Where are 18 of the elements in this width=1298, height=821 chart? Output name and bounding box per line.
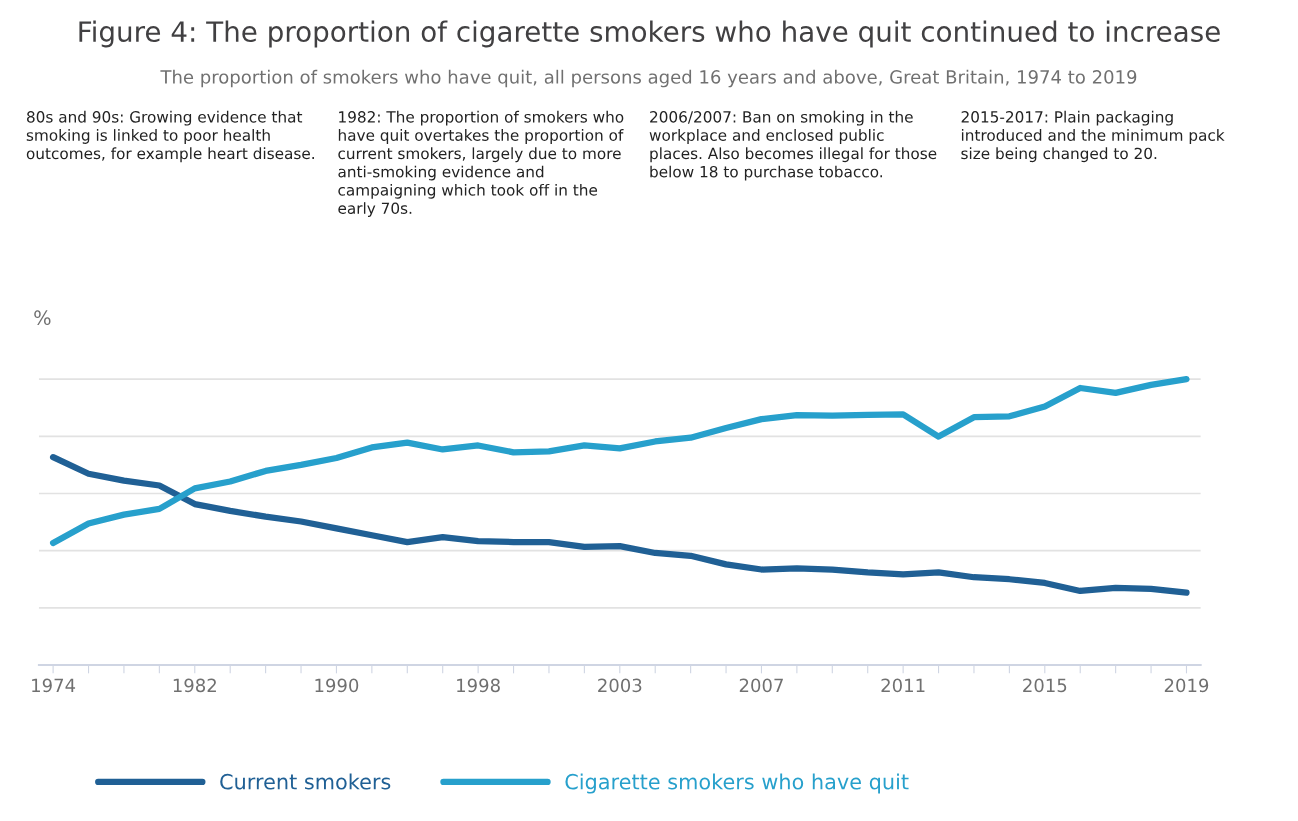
- x-tick-label: 1974: [32, 678, 76, 693]
- x-tick-label: 2003: [598, 678, 642, 693]
- x-tick-label: 1982: [173, 678, 216, 693]
- text: Cigarette smokers who have quit: [565, 773, 909, 794]
- text: 2006/2007: Ban on smoking in the workplace and enclosed public places. Also becomes illegal for those below 18 to purchase tobacco.: [649, 110, 937, 181]
- x-tick-label: 1998: [457, 678, 500, 693]
- x-tick-label: 2019: [1164, 678, 1209, 693]
- text: 2015-2017: Plain packaging introduced and the minimum pack size being changed to 20.: [961, 110, 1225, 163]
- chart-title: Figure 4: The proportion of cigarette smokers who have quit continued to increase: [79, 20, 1220, 48]
- x-tick-label: 2007: [739, 678, 783, 693]
- text: Current smokers: [220, 773, 391, 790]
- text: 1982: The proportion of smokers who have quit overtakes the proportion of current smokers, largely due to more anti-smoking evidence and campaigning which took off in the early 70s.: [338, 110, 624, 217]
- y-axis-title: %: [34, 310, 51, 326]
- x-tick-label: 1990: [315, 678, 359, 693]
- x-tick-label: 2015: [1023, 678, 1067, 693]
- chart-subtitle: The proportion of smokers who have quit, all persons aged 16 years and above, Great Britain, 1974 to 2019: [160, 69, 1137, 88]
- x-tick-label: 2011: [881, 678, 925, 693]
- text: 80s and 90s: Growing evidence that smoking is linked to poor health outcomes, for example heart disease.: [26, 110, 314, 163]
